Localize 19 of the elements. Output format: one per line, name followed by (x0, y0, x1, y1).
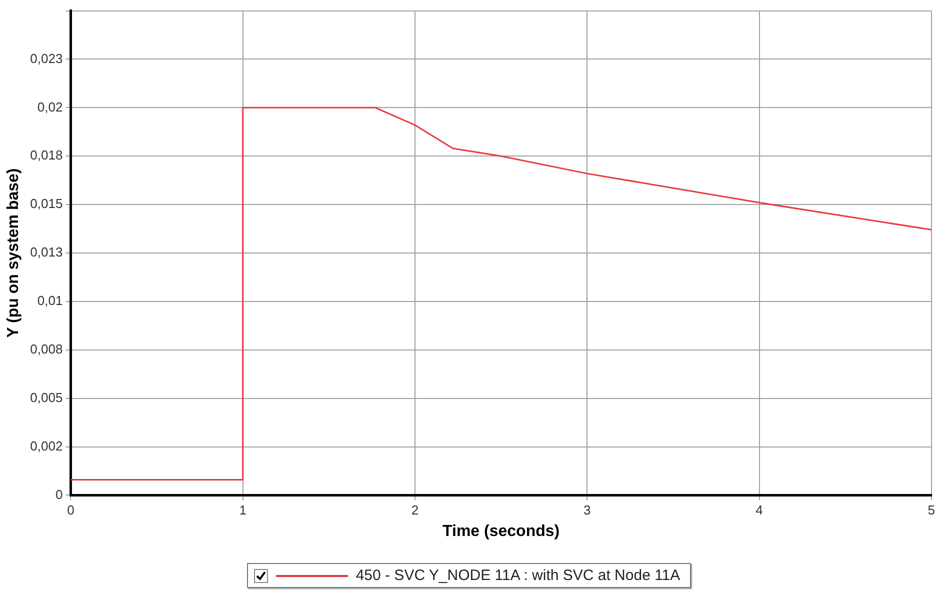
y-tick-label: 0,008 (30, 341, 63, 356)
x-tick-label: 3 (584, 502, 591, 518)
y-tick-label: 0,002 (30, 438, 63, 454)
y-axis-title: Y (pu on system base) (5, 168, 22, 338)
x-tick-label: 5 (928, 502, 935, 518)
y-tick-label: 0,015 (30, 196, 63, 212)
y-tick-label: 0,023 (30, 50, 63, 66)
y-tick-label: 0,013 (30, 244, 63, 260)
y-tick-label: 0 (55, 486, 63, 502)
y-tick-label: 0,02 (37, 99, 63, 114)
y-tick-label: 0,01 (37, 293, 63, 308)
legend-label: 450 - SVC Y_NODE 11A : with SVC at Node 11A (356, 567, 680, 584)
x-tick-label: 1 (239, 502, 246, 518)
y-tick-label: 0,018 (30, 148, 63, 163)
x-axis-title: Time (seconds) (442, 522, 560, 540)
x-tick-label: 2 (411, 502, 419, 518)
x-tick-label: 0 (67, 502, 74, 518)
x-tick-label: 4 (756, 502, 763, 518)
y-tick-label: 0,005 (30, 390, 63, 405)
